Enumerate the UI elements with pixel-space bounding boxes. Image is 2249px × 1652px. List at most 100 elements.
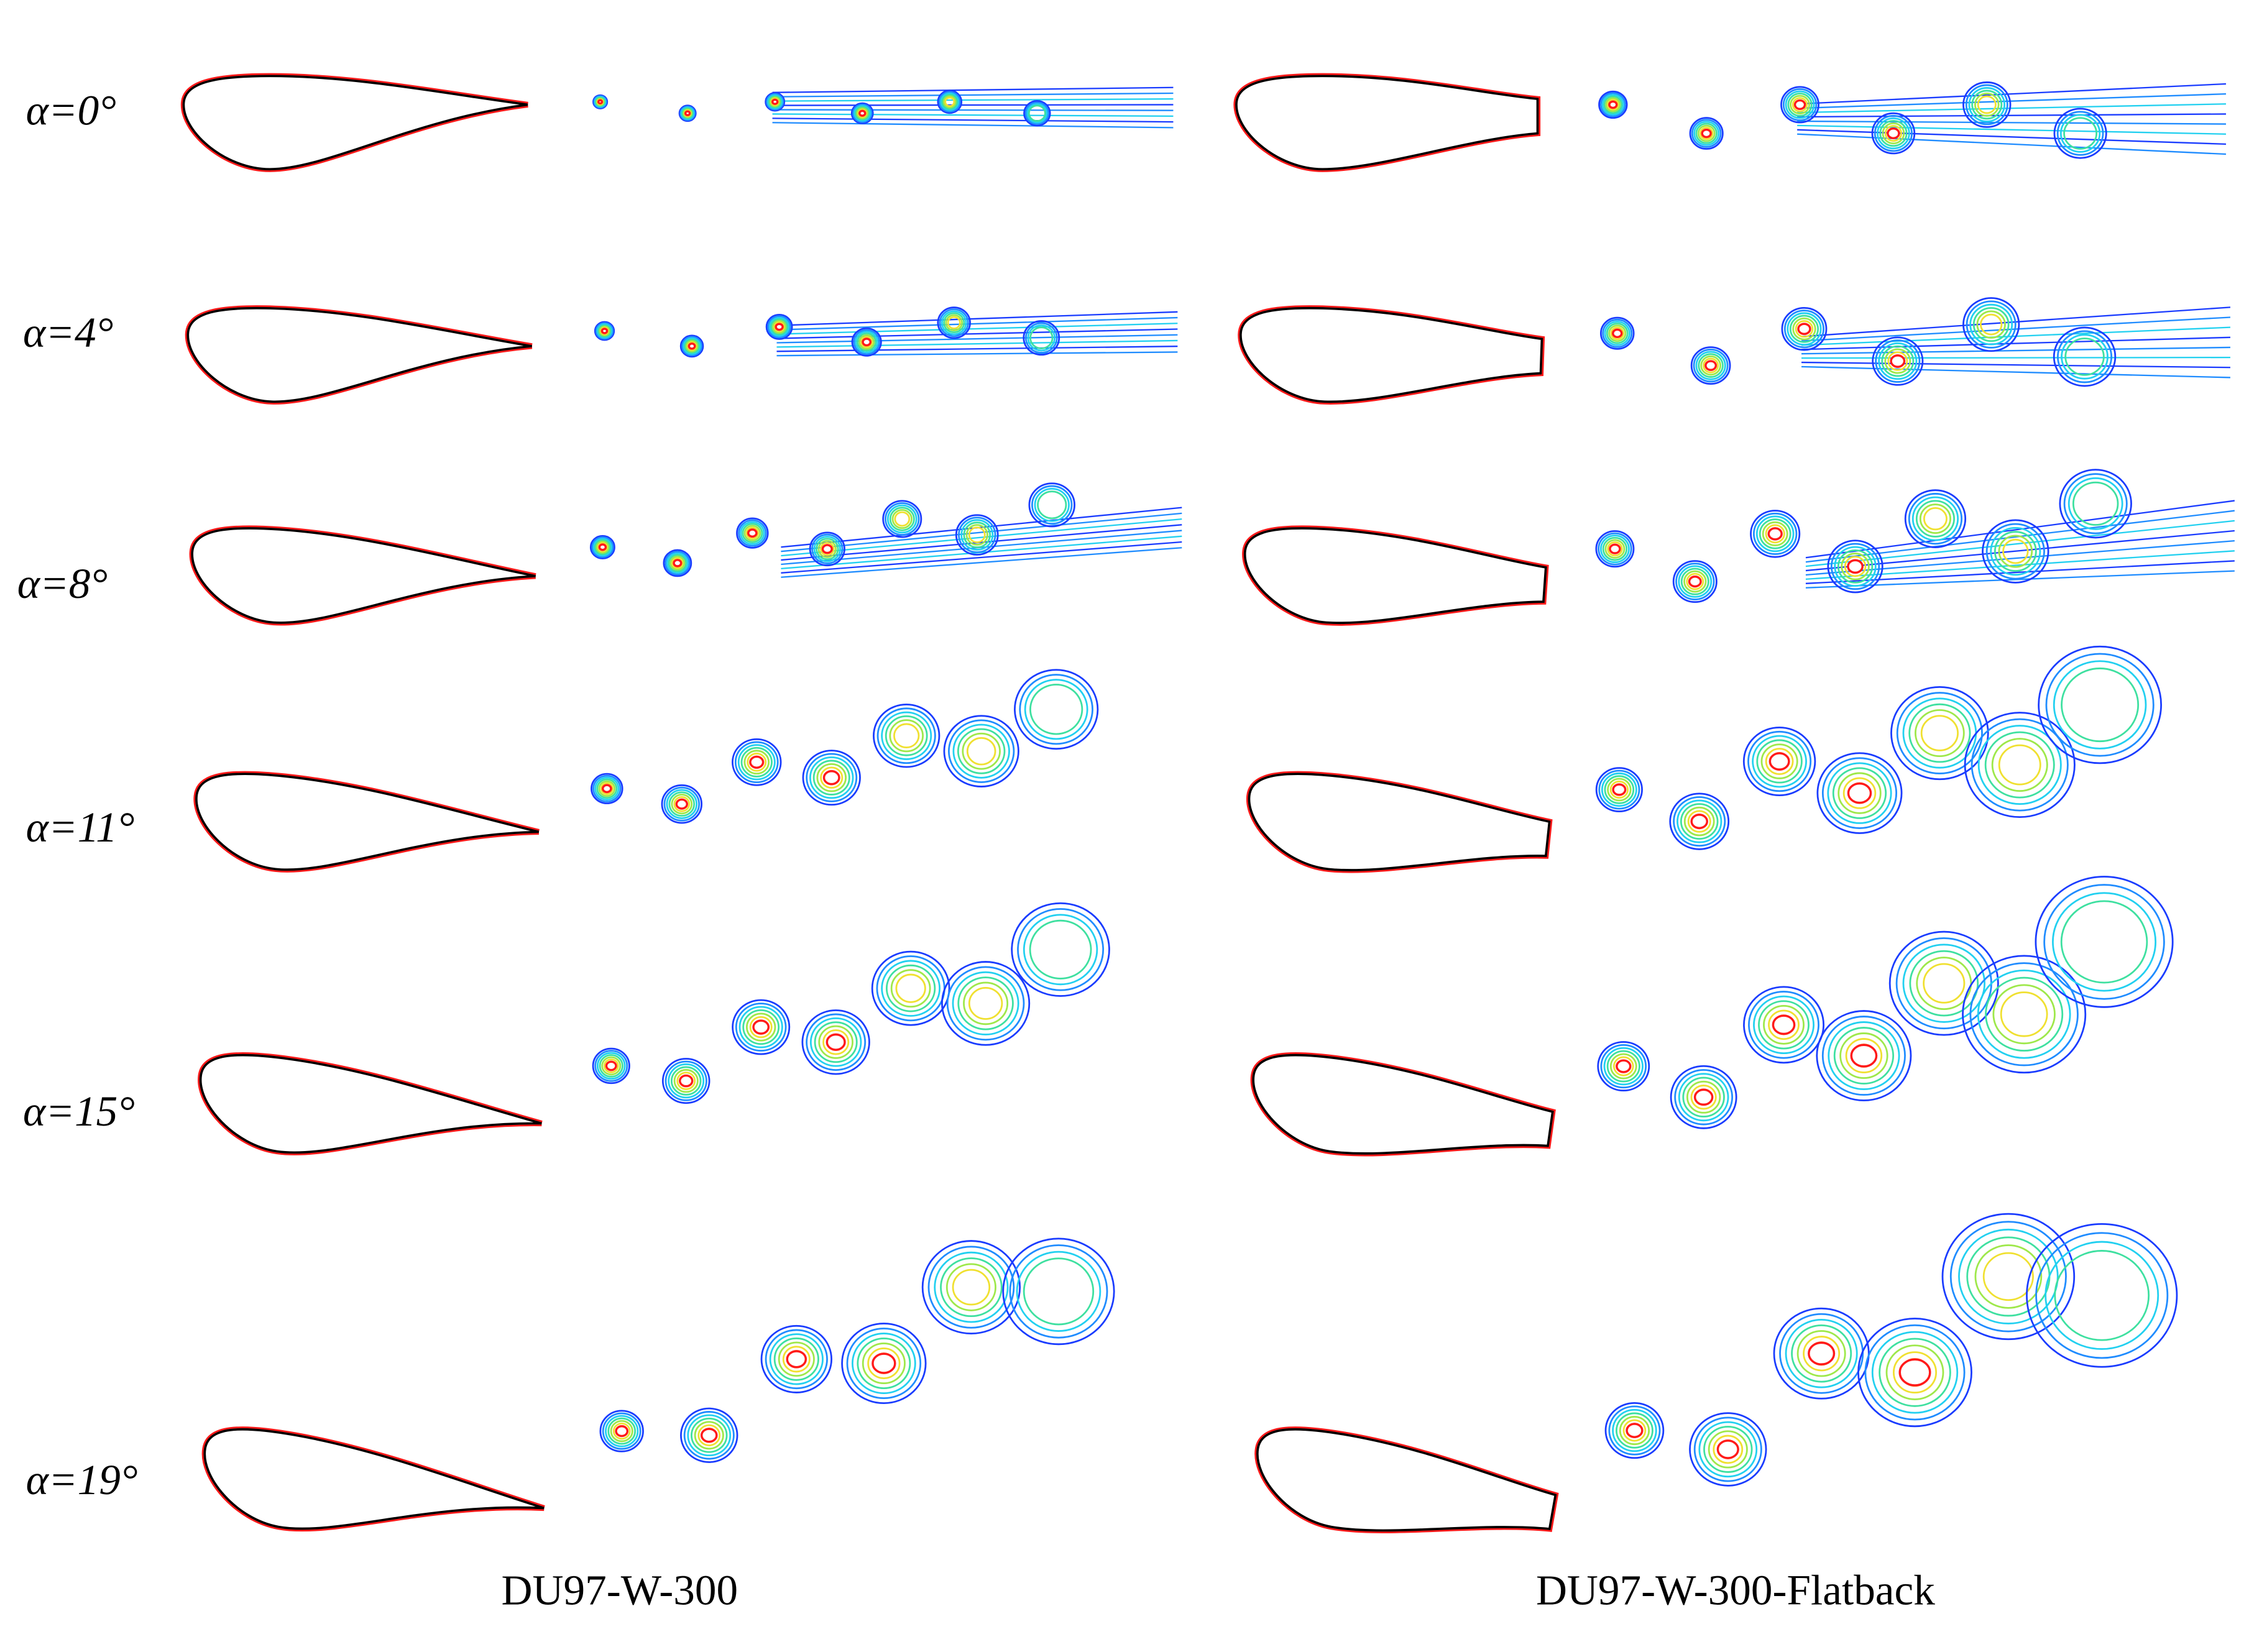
vortex-contour: [732, 738, 782, 786]
vortex-contour: [1599, 535, 1630, 564]
vortex-contour: [1803, 1336, 1841, 1372]
vortex-contour: [1969, 303, 2013, 346]
vortex-contour: [1603, 95, 1623, 114]
vortex-contour: [2061, 334, 2109, 380]
vortex-contour: [1816, 1010, 1912, 1101]
vortex-contour: [2056, 111, 2104, 156]
vortex-contour: [885, 502, 920, 536]
vortex-contour: [765, 92, 786, 112]
vortex-contour: [597, 324, 612, 337]
vortex-contour: [683, 1411, 735, 1460]
vortex-contour: [668, 1063, 705, 1099]
vortex-contour: [1023, 914, 1098, 986]
vortex-contour: [850, 102, 874, 124]
row-label: α=11°: [26, 803, 135, 851]
wake-contour: [1801, 346, 2230, 355]
vortex-contour: [1697, 124, 1716, 142]
vortex-contour: [1759, 518, 1791, 549]
vortex-contour: [890, 969, 931, 1008]
vortex-contour: [1693, 348, 1729, 383]
vortex-contour: [1604, 775, 1635, 804]
vortex-contour: [963, 521, 991, 548]
vortex-contour: [768, 95, 782, 109]
vortex-contour: [1023, 320, 1060, 356]
vortex-contour: [1791, 1324, 1852, 1383]
vortex-contour: [938, 91, 961, 112]
vortex-contour: [591, 773, 623, 804]
vortex-contour: [1689, 117, 1724, 150]
vortex-core: [1608, 100, 1618, 109]
vortex-contour: [958, 516, 996, 553]
vortex-contour: [1878, 342, 1918, 380]
airfoil-group: [1238, 305, 1545, 405]
vortex-contour: [881, 960, 941, 1017]
vortex-contour: [1690, 346, 1731, 385]
wake-contour: [776, 339, 1178, 348]
vortex-contour: [746, 1012, 776, 1042]
vortex-contour: [1752, 735, 1807, 788]
vortex-core: [700, 1428, 718, 1443]
vortex-contour: [1693, 1416, 1762, 1482]
vortex-contour: [1909, 950, 1979, 1017]
vortex-contour: [1683, 570, 1707, 593]
vortex-contour: [732, 999, 791, 1055]
vortex-contour: [599, 1410, 644, 1452]
vortex-contour: [1758, 1000, 1810, 1050]
vortex-contour: [945, 314, 964, 331]
vortex-contour: [1971, 89, 2003, 120]
vortex-contour: [605, 1415, 639, 1448]
vortex-contour: [1795, 320, 1814, 338]
vortex-contour: [1674, 1069, 1734, 1126]
vortex-contour: [947, 316, 961, 329]
vortex-contour: [1686, 1080, 1721, 1114]
vortex-contour: [1686, 572, 1704, 590]
vortex-core: [684, 110, 691, 116]
vortex-core: [597, 99, 604, 105]
vortex-contour: [595, 322, 614, 340]
wake-contour: [1797, 120, 2227, 125]
vortex-contour: [1941, 1213, 2076, 1341]
plot-panel: [189, 482, 1182, 626]
vortex-contour: [734, 741, 779, 784]
vortex-contour: [1037, 490, 1067, 520]
vortex-contour: [1014, 669, 1099, 750]
vortex-contour: [596, 323, 613, 339]
vortex-core: [615, 1425, 629, 1438]
vortex-contour: [1765, 748, 1794, 775]
vortex-contour: [1962, 81, 2012, 128]
vortex-core: [1768, 752, 1790, 771]
vortex-contour: [768, 316, 790, 337]
vortex-core: [600, 328, 609, 334]
vortex-contour: [1779, 1313, 1864, 1394]
vortex-contour: [680, 1407, 738, 1463]
vortex-contour: [747, 753, 767, 772]
vortex-contour: [942, 95, 957, 109]
vortex-contour: [765, 313, 793, 340]
vortex-contour: [1991, 738, 2048, 792]
plot-panel: [1238, 297, 2231, 405]
vortex-contour: [1844, 556, 1867, 577]
vortex-contour: [600, 782, 614, 796]
vortex-contour: [773, 1337, 819, 1381]
vortex-contour: [966, 737, 996, 766]
vortex-contour: [857, 333, 877, 352]
vortex-contour: [2053, 108, 2107, 159]
vortex-contour: [1902, 943, 1986, 1023]
airfoil-group: [1250, 1052, 1556, 1157]
vortex-contour: [666, 789, 698, 819]
vortex-contour: [738, 1006, 783, 1049]
vortex-contour: [1597, 1041, 1650, 1092]
vortex-contour: [1780, 86, 1819, 124]
airfoil-group: [198, 1052, 543, 1155]
vortex-contour: [1606, 323, 1629, 344]
vortex-contour: [596, 540, 610, 554]
vortex-contour: [2063, 473, 2128, 535]
wake-contour: [776, 346, 1178, 352]
vortex-contour: [661, 1058, 711, 1104]
vortex-contour: [820, 542, 835, 556]
vortex-contour: [602, 1412, 642, 1450]
vortex-contour: [1608, 1405, 1661, 1456]
vortex-contour: [671, 557, 684, 569]
vortex-contour: [770, 318, 788, 336]
vortex-contour: [1002, 1237, 1115, 1346]
